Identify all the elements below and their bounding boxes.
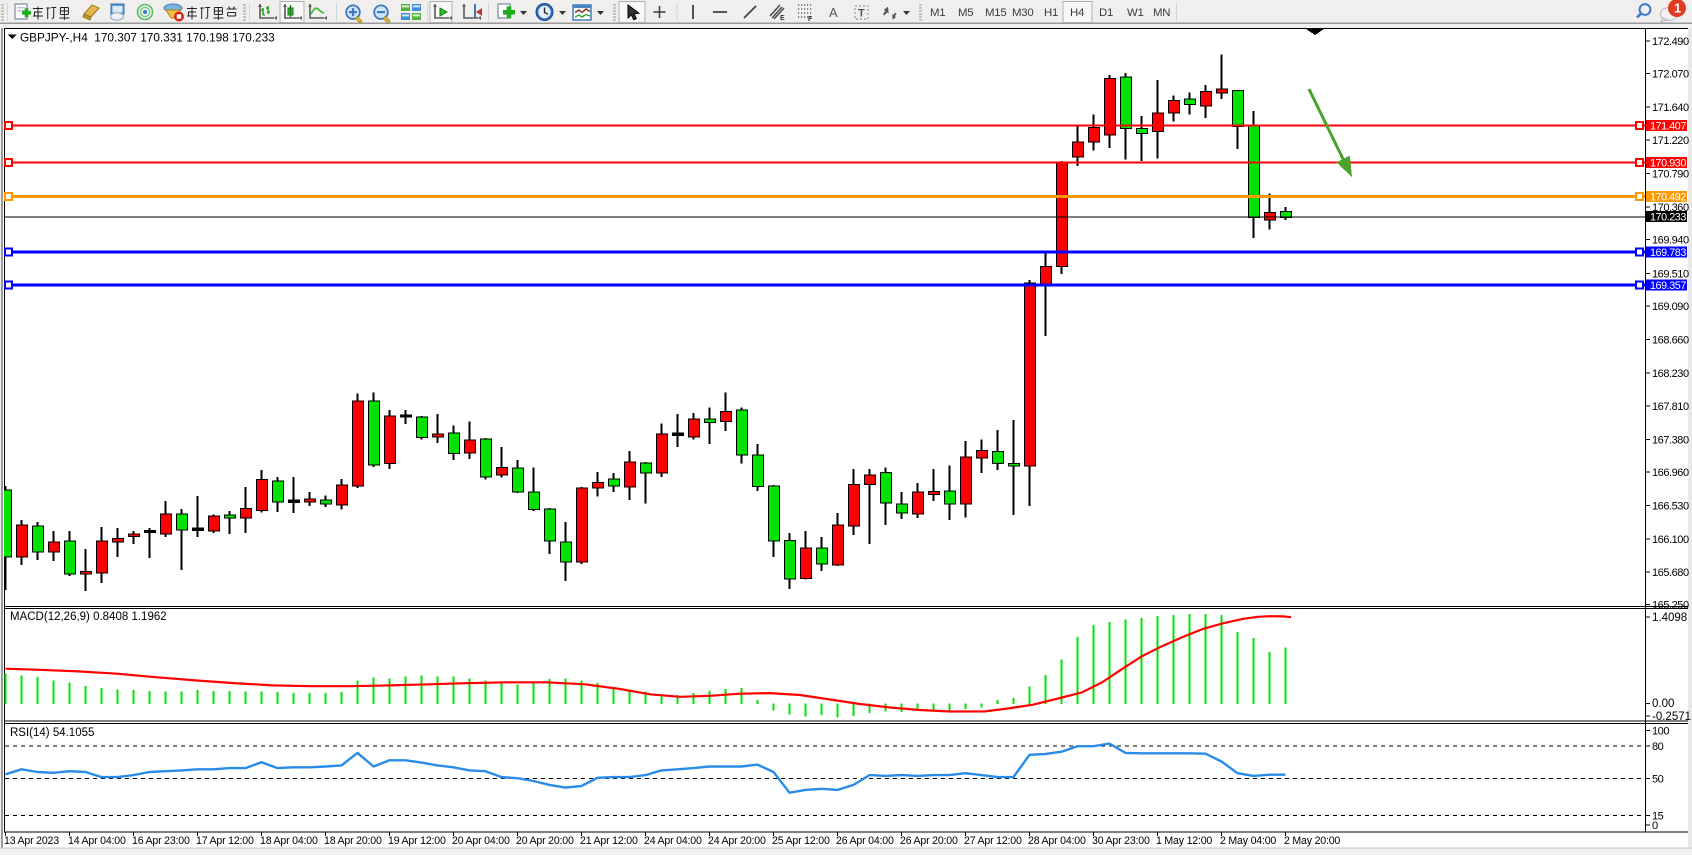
svg-text:26 Apr 20:00: 26 Apr 20:00 <box>900 835 958 847</box>
svg-text:170.930: 170.930 <box>1650 157 1686 169</box>
svg-text:165.250: 165.250 <box>1652 600 1689 612</box>
svg-text:24 Apr 20:00: 24 Apr 20:00 <box>708 835 766 847</box>
svg-text:26 Apr 04:00: 26 Apr 04:00 <box>836 835 894 847</box>
svg-text:14 Apr 04:00: 14 Apr 04:00 <box>68 835 126 847</box>
svg-text:13 Apr 2023: 13 Apr 2023 <box>4 835 59 847</box>
svg-text:170.233: 170.233 <box>1650 212 1686 224</box>
svg-text:0: 0 <box>1652 820 1658 832</box>
svg-text:W1: W1 <box>1127 7 1144 19</box>
svg-text:-0.2571: -0.2571 <box>1652 711 1691 723</box>
svg-text:166.100: 166.100 <box>1652 534 1689 546</box>
svg-text:80: 80 <box>1652 741 1664 753</box>
svg-text:50: 50 <box>1652 774 1664 786</box>
svg-text:171.220: 171.220 <box>1652 135 1689 147</box>
svg-text:RSI(14) 54.1055: RSI(14) 54.1055 <box>10 727 94 739</box>
svg-text:171.640: 171.640 <box>1652 102 1689 114</box>
svg-text:169.940: 169.940 <box>1652 235 1689 247</box>
svg-text:166.960: 166.960 <box>1652 467 1689 479</box>
svg-text:16 Apr 23:00: 16 Apr 23:00 <box>132 835 190 847</box>
svg-text:2 May 04:00: 2 May 04:00 <box>1220 835 1276 847</box>
svg-text:21 Apr 12:00: 21 Apr 12:00 <box>580 835 638 847</box>
svg-text:1: 1 <box>1674 1 1681 16</box>
svg-text:167.810: 167.810 <box>1652 401 1689 413</box>
svg-text:T: T <box>858 8 865 20</box>
svg-text:169.510: 169.510 <box>1652 268 1689 280</box>
svg-text:27 Apr 12:00: 27 Apr 12:00 <box>964 835 1022 847</box>
svg-text:100: 100 <box>1652 726 1669 738</box>
svg-text:18 Apr 04:00: 18 Apr 04:00 <box>260 835 318 847</box>
svg-text:20 Apr 04:00: 20 Apr 04:00 <box>452 835 510 847</box>
svg-text:A: A <box>829 5 838 20</box>
svg-text:24 Apr 04:00: 24 Apr 04:00 <box>644 835 702 847</box>
svg-text:M1: M1 <box>930 7 945 19</box>
svg-text:H4: H4 <box>1070 7 1084 19</box>
svg-text:25 Apr 12:00: 25 Apr 12:00 <box>772 835 830 847</box>
svg-text:D1: D1 <box>1099 7 1113 19</box>
svg-text:M30: M30 <box>1012 7 1034 19</box>
svg-text:168.660: 168.660 <box>1652 335 1689 347</box>
svg-text:1 May 12:00: 1 May 12:00 <box>1156 835 1212 847</box>
svg-text:172.490: 172.490 <box>1652 36 1689 48</box>
svg-text:18 Apr 20:00: 18 Apr 20:00 <box>324 835 382 847</box>
svg-text:1.4098: 1.4098 <box>1652 612 1687 624</box>
svg-text:172.070: 172.070 <box>1652 69 1689 81</box>
svg-text:E: E <box>780 15 785 22</box>
svg-text:0.00: 0.00 <box>1652 698 1674 710</box>
svg-text:MACD(12,26,9) 0.8408 1.1962: MACD(12,26,9) 0.8408 1.1962 <box>10 611 167 623</box>
svg-text:169.783: 169.783 <box>1650 247 1686 259</box>
svg-text:20 Apr 20:00: 20 Apr 20:00 <box>516 835 574 847</box>
svg-text:M15: M15 <box>985 7 1007 19</box>
svg-text:H1: H1 <box>1044 7 1058 19</box>
svg-text:168.230: 168.230 <box>1652 368 1689 380</box>
svg-text:2 May 20:00: 2 May 20:00 <box>1284 835 1340 847</box>
svg-text:19 Apr 12:00: 19 Apr 12:00 <box>388 835 446 847</box>
svg-text:MN: MN <box>1153 7 1170 19</box>
svg-text:M5: M5 <box>958 7 973 19</box>
svg-text:169.357: 169.357 <box>1650 280 1686 292</box>
svg-text:169.090: 169.090 <box>1652 301 1689 313</box>
svg-text:167.380: 167.380 <box>1652 434 1689 446</box>
svg-text:171.407: 171.407 <box>1650 120 1686 132</box>
svg-text:30 Apr 23:00: 30 Apr 23:00 <box>1092 835 1150 847</box>
svg-text:170.492: 170.492 <box>1650 191 1686 203</box>
svg-text:15: 15 <box>1652 810 1664 822</box>
svg-text:170.790: 170.790 <box>1652 169 1689 181</box>
svg-text:166.530: 166.530 <box>1652 501 1689 513</box>
svg-text:17 Apr 12:00: 17 Apr 12:00 <box>196 835 254 847</box>
svg-text:165.680: 165.680 <box>1652 567 1689 579</box>
svg-text:F: F <box>808 16 813 23</box>
svg-text:28 Apr 04:00: 28 Apr 04:00 <box>1028 835 1086 847</box>
svg-text:GBPJPY-,H4 170.307 170.331 17: GBPJPY-,H4 170.307 170.331 170.198 170.2… <box>20 31 275 45</box>
